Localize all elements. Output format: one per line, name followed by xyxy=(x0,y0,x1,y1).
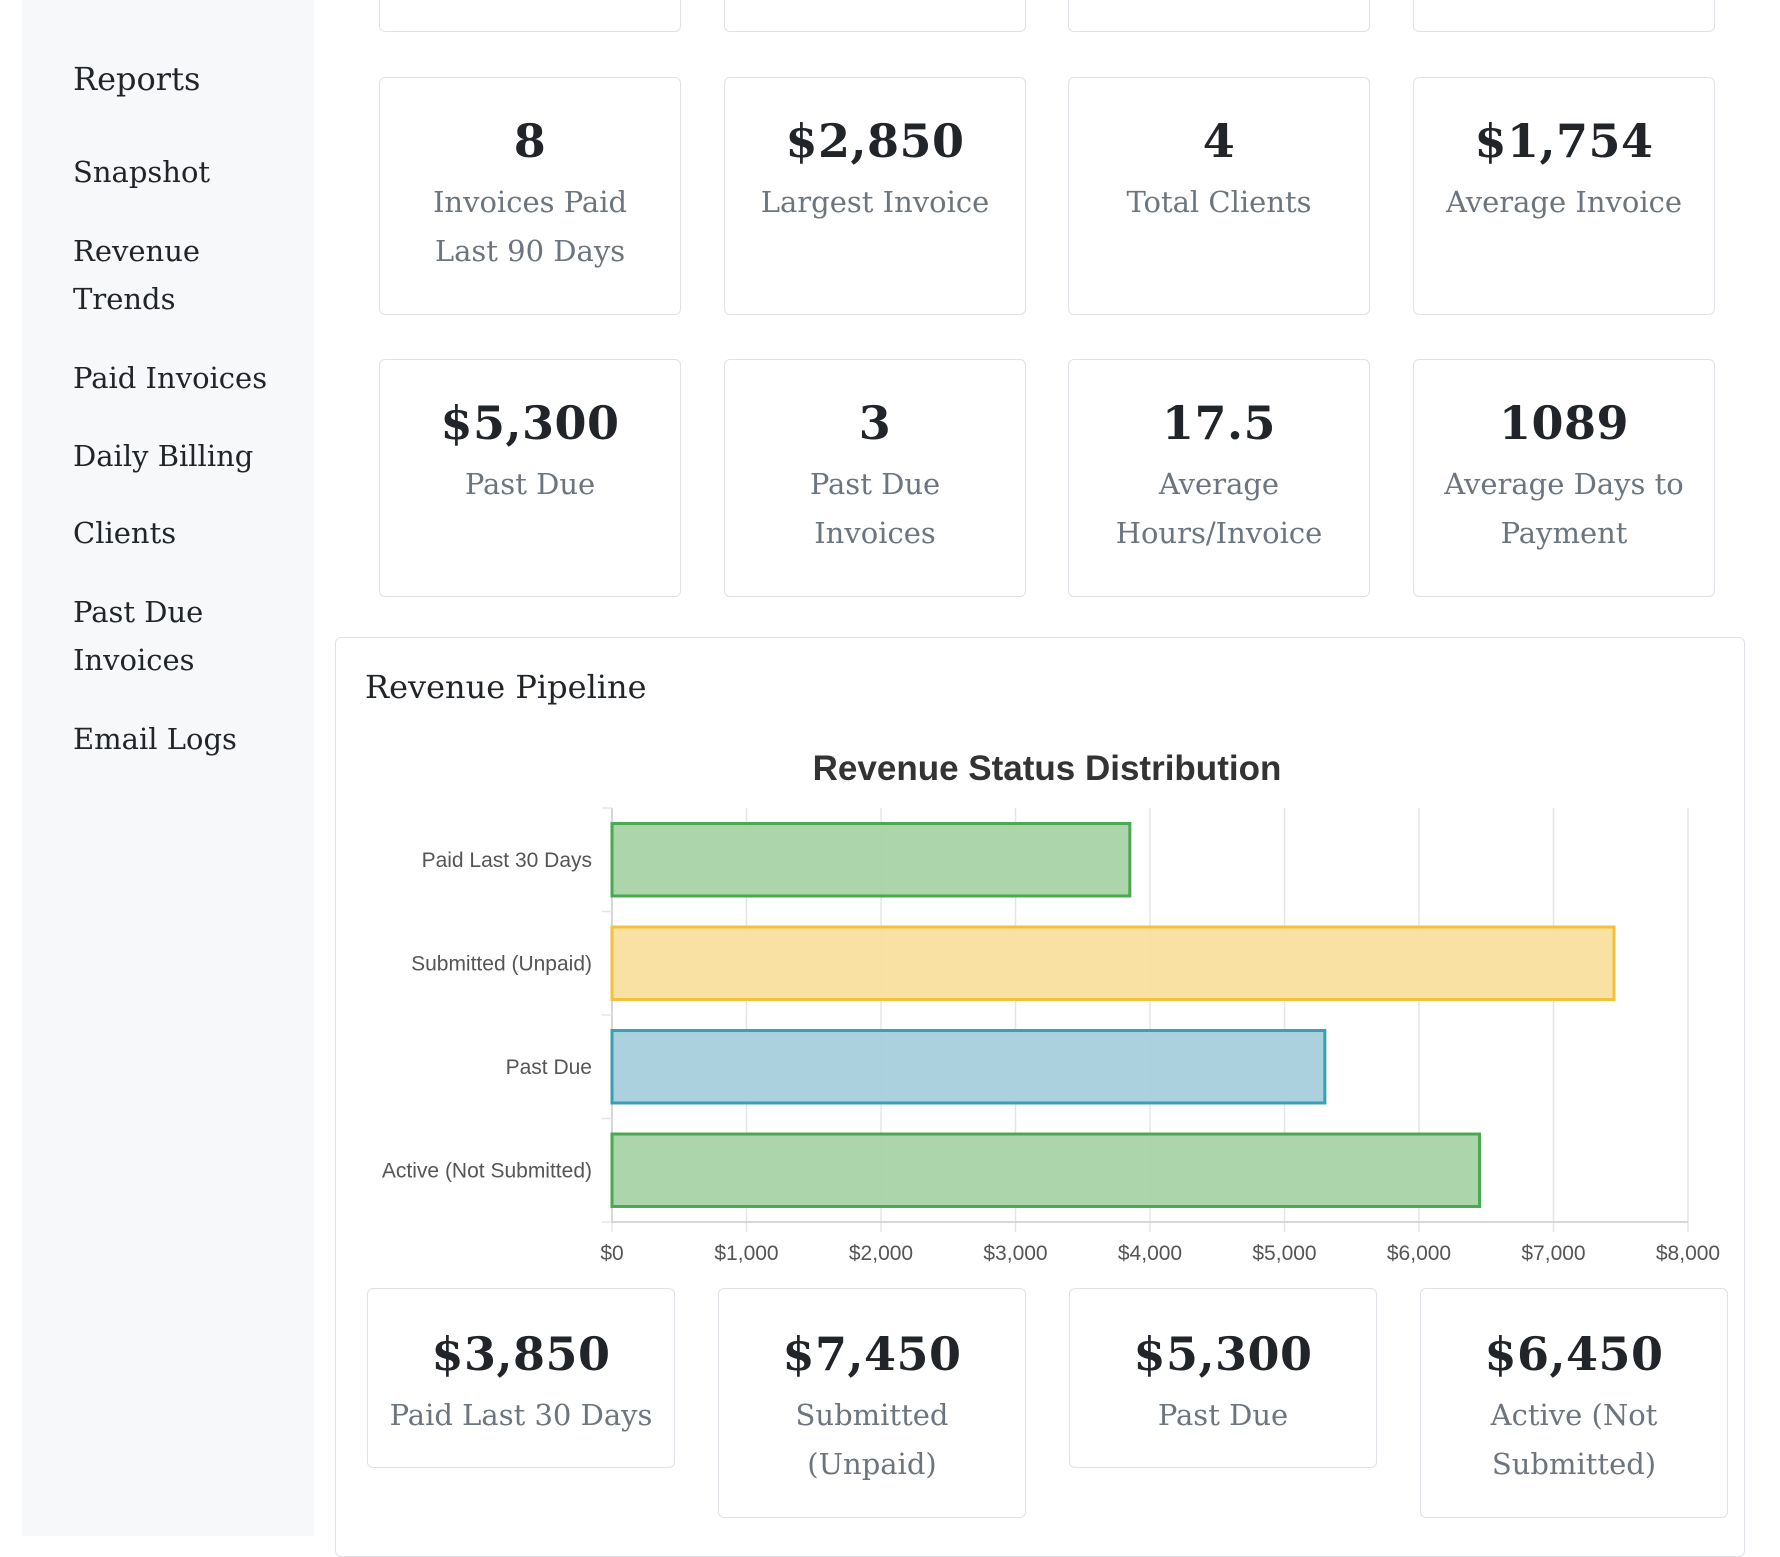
chart-category-labels: Paid Last 30 Days Submitted (Unpaid) Past … xyxy=(382,849,592,1183)
sidebar: Reports Snapshot Revenue Trends Paid Inv… xyxy=(22,0,314,1536)
pipeline-label: Active (Not Submitted) xyxy=(1490,1398,1658,1481)
stat-card-average-hours: 17.5 Average Hours/Invoice xyxy=(1068,359,1370,597)
chart-title: Revenue Status Distribution xyxy=(813,749,1282,788)
x-tick-label: $4,000 xyxy=(1118,1242,1182,1265)
bar-3[interactable] xyxy=(610,1132,1482,1208)
pipeline-value: $6,450 xyxy=(1484,1327,1664,1381)
pipeline-value: $3,850 xyxy=(431,1327,611,1381)
sidebar-title: Reports xyxy=(73,60,201,98)
chart-tick-labels: $0 $1,000 $2,000 $3,000 $4,000 $5,000 $6,000 $7… xyxy=(600,1242,1720,1265)
stat-card-partial xyxy=(1068,0,1370,32)
pipeline-card-past-due: $5,300 Past Due xyxy=(1069,1288,1377,1468)
stat-label: Total Clients xyxy=(1126,185,1312,219)
pipeline-label: Paid Last 30 Days xyxy=(389,1398,653,1432)
x-tick-label: $0 xyxy=(600,1242,623,1265)
x-tick-label: $7,000 xyxy=(1521,1242,1585,1265)
chart-bars xyxy=(610,822,1616,1208)
sidebar-item-clients[interactable]: Clients xyxy=(73,516,177,550)
stat-value: $2,850 xyxy=(785,114,965,168)
pipeline-card-submitted-unpaid: $7,450 Submitted (Unpaid) xyxy=(718,1288,1026,1518)
stat-value: 3 xyxy=(858,396,892,450)
bar-1[interactable] xyxy=(610,925,1616,1001)
stat-card-past-due-invoices: 3 Past Due Invoices xyxy=(724,359,1026,597)
x-tick-label: $3,000 xyxy=(983,1242,1047,1265)
sidebar-item-email-logs[interactable]: Email Logs xyxy=(73,722,237,756)
panel-title: Revenue Pipeline xyxy=(365,668,647,706)
pipeline-label: Submitted (Unpaid) xyxy=(795,1398,949,1481)
revenue-pipeline-panel: Revenue Pipeline Revenue Status Distribu… xyxy=(335,637,1745,1557)
sidebar-item-snapshot[interactable]: Snapshot xyxy=(73,155,211,189)
stat-value: $1,754 xyxy=(1474,114,1654,168)
stat-label: Past Due Invoices xyxy=(809,467,941,550)
stat-card-total-clients: 4 Total Clients xyxy=(1068,77,1370,315)
pipeline-value: $7,450 xyxy=(782,1327,962,1381)
stat-value: 17.5 xyxy=(1161,396,1277,450)
stat-value: $5,300 xyxy=(440,396,620,450)
stat-label: Invoices Paid Last 90 Days xyxy=(432,185,628,268)
stat-card-average-invoice: $1,754 Average Invoice xyxy=(1413,77,1715,315)
sidebar-item-past-due-invoices[interactable]: Past Due Invoices xyxy=(73,595,204,677)
pipeline-card-paid-last-30: $3,850 Paid Last 30 Days xyxy=(367,1288,675,1468)
stat-card-average-days-to-payment: 1089 Average Days to Payment xyxy=(1413,359,1715,597)
stat-card-invoices-paid: 8 Invoices Paid Last 90 Days xyxy=(379,77,681,315)
stat-card-partial xyxy=(1413,0,1715,32)
stat-card-partial xyxy=(724,0,1026,32)
x-tick-label: $8,000 xyxy=(1656,1242,1720,1265)
category-label: Submitted (Unpaid) xyxy=(411,952,592,975)
pipeline-card-active-not-submitted: $6,450 Active (Not Submitted) xyxy=(1420,1288,1728,1518)
x-tick-label: $6,000 xyxy=(1387,1242,1451,1265)
x-tick-label: $5,000 xyxy=(1252,1242,1316,1265)
sidebar-item-daily-billing[interactable]: Daily Billing xyxy=(73,439,254,473)
x-tick-label: $1,000 xyxy=(714,1242,778,1265)
category-label: Past Due xyxy=(506,1056,592,1079)
stat-label: Average Days to Payment xyxy=(1444,467,1684,550)
stat-value: 1089 xyxy=(1498,396,1630,450)
stat-card-past-due: $5,300 Past Due xyxy=(379,359,681,597)
stat-label: Past Due xyxy=(464,467,596,501)
bar-0[interactable] xyxy=(610,822,1132,898)
category-label: Active (Not Submitted) xyxy=(382,1159,592,1182)
sidebar-item-paid-invoices[interactable]: Paid Invoices xyxy=(73,361,268,395)
bar-2[interactable] xyxy=(610,1029,1327,1105)
pipeline-label: Past Due xyxy=(1157,1398,1289,1432)
stat-value: 8 xyxy=(513,114,547,168)
stat-card-largest-invoice: $2,850 Largest Invoice xyxy=(724,77,1026,315)
stat-label: Largest Invoice xyxy=(760,185,990,219)
sidebar-item-revenue-trends[interactable]: Revenue Trends xyxy=(73,234,201,316)
stat-label: Average Hours/Invoice xyxy=(1115,467,1323,550)
stat-card-partial xyxy=(379,0,681,32)
stat-value: 4 xyxy=(1202,114,1236,168)
revenue-status-chart: Revenue Status Distribution Paid Last 30… xyxy=(382,749,1720,1265)
pipeline-value: $5,300 xyxy=(1133,1327,1313,1381)
x-tick-label: $2,000 xyxy=(849,1242,913,1265)
category-label: Paid Last 30 Days xyxy=(422,849,592,872)
stat-label: Average Invoice xyxy=(1445,185,1683,219)
